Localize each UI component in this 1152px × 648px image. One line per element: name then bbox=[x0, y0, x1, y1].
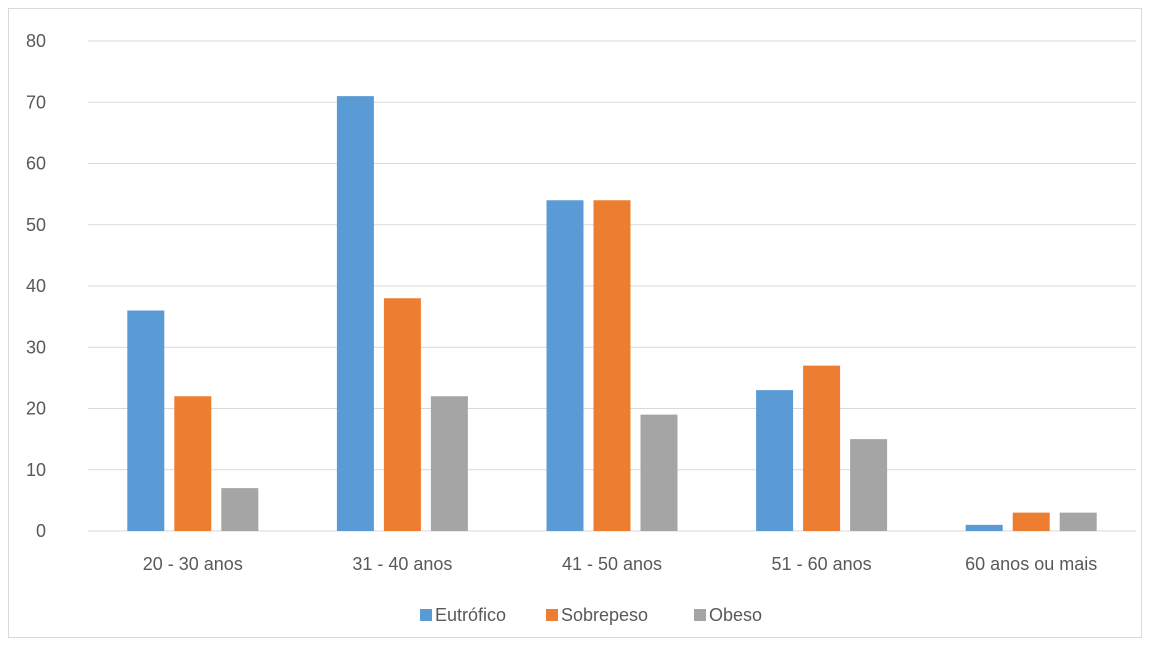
x-category-label: 51 - 60 anos bbox=[772, 554, 872, 574]
bar-eutrófico bbox=[546, 200, 584, 531]
legend-label: Obeso bbox=[709, 605, 762, 625]
legend-swatch bbox=[420, 609, 432, 621]
bar-sobrepeso bbox=[593, 200, 631, 531]
bar-obeso bbox=[1059, 512, 1097, 531]
x-category-label: 31 - 40 anos bbox=[352, 554, 452, 574]
legend-swatch bbox=[546, 609, 558, 621]
x-category-label: 41 - 50 anos bbox=[562, 554, 662, 574]
y-tick-label: 60 bbox=[26, 154, 46, 174]
x-category-label: 20 - 30 anos bbox=[143, 554, 243, 574]
y-tick-label: 0 bbox=[36, 521, 46, 541]
y-tick-label: 40 bbox=[26, 276, 46, 296]
bar-sobrepeso bbox=[803, 365, 841, 531]
bar-sobrepeso bbox=[383, 298, 421, 531]
bar-eutrófico bbox=[127, 310, 165, 531]
bar-eutrófico bbox=[756, 390, 794, 531]
bar-eutrófico bbox=[965, 524, 1003, 531]
legend-label: Sobrepeso bbox=[561, 605, 648, 625]
bar-obeso bbox=[850, 439, 888, 531]
bar-obeso bbox=[221, 488, 259, 531]
y-tick-label: 20 bbox=[26, 399, 46, 419]
y-axis: 0 10 20 30 40 50 60 70 80 bbox=[26, 31, 46, 541]
bar-sobrepeso bbox=[1012, 512, 1050, 531]
bar-obeso bbox=[640, 414, 678, 531]
legend-swatch bbox=[694, 609, 706, 621]
y-tick-label: 10 bbox=[26, 460, 46, 480]
y-tick-label: 80 bbox=[26, 31, 46, 51]
legend: Eutrófico Sobrepeso Obeso bbox=[420, 605, 762, 625]
bar-eutrófico bbox=[336, 96, 374, 531]
x-category-label: 60 anos ou mais bbox=[965, 554, 1097, 574]
y-tick-label: 50 bbox=[26, 215, 46, 235]
legend-label: Eutrófico bbox=[435, 605, 506, 625]
y-tick-label: 70 bbox=[26, 92, 46, 112]
x-axis: 20 - 30 anos 31 - 40 anos 41 - 50 anos 51 -… bbox=[143, 554, 1097, 574]
y-tick-label: 30 bbox=[26, 337, 46, 357]
bar-sobrepeso bbox=[174, 396, 212, 531]
bar-obeso bbox=[430, 396, 468, 531]
bars bbox=[127, 96, 1097, 531]
